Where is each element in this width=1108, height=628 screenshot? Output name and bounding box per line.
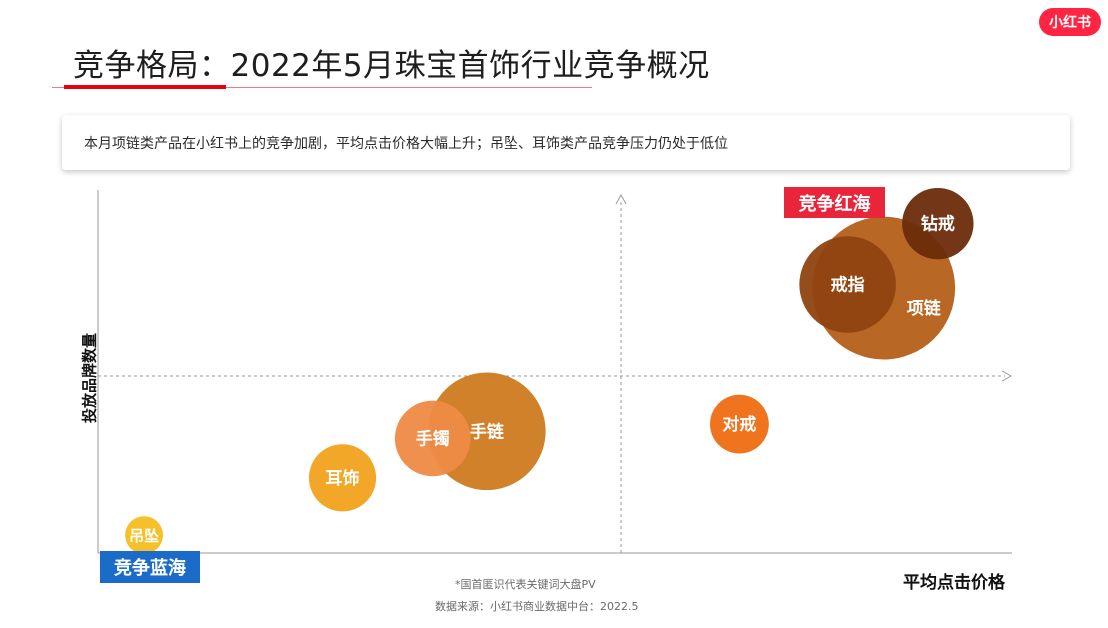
footnote: *国首匿识代表关键词大盘PV [455,578,596,591]
summary-box: 本月项链类产品在小红书上的竞争加剧，平均点击价格大幅上升；吊坠、耳饰类产品竞争压… [62,115,1070,170]
vertical-divider-arrow [615,193,627,205]
bubble-0 [125,516,163,554]
blue-ocean-badge: 竞争蓝海 [100,551,200,583]
xiaohongshu-logo: 小红书 [1039,8,1101,36]
bubble-label-1: 耳饰 [326,468,360,489]
bubble-1 [308,444,377,512]
bubble-label-5: 项链 [907,298,942,319]
bubble-label-3: 手链 [470,421,505,442]
bubble-label-7: 钻戒 [921,214,955,235]
horizontal-divider-arrow [1001,370,1013,382]
chart-axes [97,190,1013,554]
red-ocean-badge: 竞争红海 [784,187,885,218]
bubble-label-0: 吊坠 [129,527,159,545]
title-underline-accent [64,85,226,89]
bubble-7 [902,187,974,260]
title-underline [52,87,592,88]
y-axis-label: 投放品牌数量 [80,332,99,424]
bubble-label-2: 手镯 [416,428,450,449]
data-source: 数据来源：小红书商业数据中台：2022.5 [435,600,639,613]
bubble-label-4: 对戒 [722,414,756,435]
bubble-6 [799,236,896,333]
bubble-4 [710,394,769,454]
bubble-label-6: 戒指 [831,275,865,296]
chart-bubbles: 吊坠 耳饰 手镯 手链 对戒 项链 戒指 钻戒 [125,187,974,554]
page-title: 竞争格局：2022年5月珠宝首饰行业竞争概况 [73,48,710,84]
x-axis-label: 平均点击价格 [903,573,1005,593]
bubble-2 [394,400,471,477]
summary-text: 本月项链类产品在小红书上的竞争加剧，平均点击价格大幅上升；吊坠、耳饰类产品竞争压… [84,135,728,152]
